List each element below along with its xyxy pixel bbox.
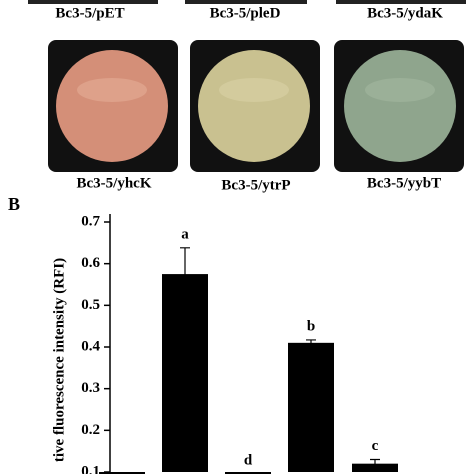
y-axis-label: tive fluorescence intensity (RFI): [51, 258, 67, 462]
photo-edge: [185, 0, 307, 4]
photo-label: Bc3-5/ytrP: [221, 177, 290, 193]
error-bar: [180, 247, 190, 301]
significance-label: c: [372, 438, 379, 454]
photo-label: Bc3-5/yybT: [367, 175, 441, 191]
y-tick-label: 0.4: [81, 338, 100, 354]
bar: [162, 274, 208, 472]
bar: [225, 472, 271, 474]
error-bar: [306, 339, 316, 347]
y-tick-label: 0.1: [81, 463, 100, 474]
bar: [99, 472, 145, 474]
photo-label: Bc3-5/ydaK: [367, 5, 443, 21]
photo: [190, 40, 320, 172]
bar: [288, 342, 334, 472]
y-tick-label: 0.2: [81, 422, 100, 438]
significance-label: a: [181, 226, 189, 242]
panel-label: B: [8, 194, 20, 214]
photo-label: Bc3-5/pET: [55, 5, 124, 21]
photo-label: Bc3-5/pleD: [210, 5, 281, 21]
photo: [48, 40, 178, 172]
photo: [334, 40, 464, 172]
photo-label: Bc3-5/yhcK: [77, 175, 152, 191]
photo-edge: [336, 0, 466, 4]
photo-edge: [28, 0, 158, 4]
y-tick-label: 0.6: [81, 255, 100, 271]
significance-label: b: [307, 318, 315, 334]
y-tick-label: 0.7: [81, 213, 100, 229]
error-bar: [370, 458, 380, 469]
significance-label: d: [244, 453, 253, 469]
y-tick-label: 0.5: [81, 297, 100, 313]
y-tick-label: 0.3: [81, 380, 100, 396]
